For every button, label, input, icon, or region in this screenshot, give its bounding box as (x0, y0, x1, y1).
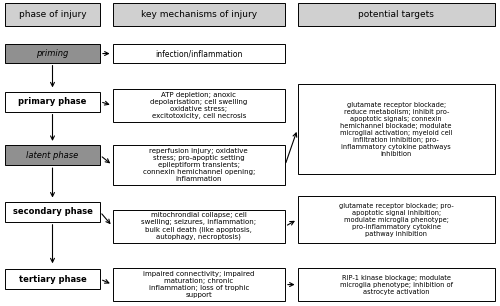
Text: infection/inflammation: infection/inflammation (155, 49, 242, 58)
Text: glutamate receptor blockade;
reduce metabolism; inhibit pro-
apoptotic signals; : glutamate receptor blockade; reduce meta… (340, 102, 452, 157)
FancyBboxPatch shape (5, 44, 100, 63)
FancyBboxPatch shape (5, 145, 100, 165)
FancyBboxPatch shape (298, 84, 495, 174)
FancyBboxPatch shape (112, 44, 285, 63)
Text: key mechanisms of injury: key mechanisms of injury (140, 10, 257, 19)
Text: phase of injury: phase of injury (18, 10, 86, 19)
Text: priming: priming (36, 49, 68, 58)
FancyBboxPatch shape (112, 210, 285, 243)
Text: impaired connectivity; impaired
maturation; chronic
inflammation; loss of trophi: impaired connectivity; impaired maturati… (143, 271, 254, 298)
FancyBboxPatch shape (298, 268, 495, 301)
FancyBboxPatch shape (112, 89, 285, 122)
FancyBboxPatch shape (112, 268, 285, 301)
Text: mitochrondial collapse; cell
swelling; seizures, inflammation;
bulk cell death (: mitochrondial collapse; cell swelling; s… (141, 212, 256, 241)
Text: RIP-1 kinase blockage; modulate
microglia phenotype; inhibition of
astrocyte act: RIP-1 kinase blockage; modulate microgli… (340, 274, 453, 295)
Text: reperfusion injury; oxidative
stress; pro-apoptic setting
epileptiform transient: reperfusion injury; oxidative stress; pr… (142, 148, 255, 182)
Text: potential targets: potential targets (358, 10, 434, 19)
FancyBboxPatch shape (5, 269, 100, 289)
Text: primary phase: primary phase (18, 97, 86, 106)
FancyBboxPatch shape (112, 145, 285, 185)
FancyBboxPatch shape (5, 3, 100, 26)
Text: secondary phase: secondary phase (12, 207, 92, 216)
FancyBboxPatch shape (5, 92, 100, 112)
Text: latent phase: latent phase (26, 151, 78, 160)
Text: glutamate receptor blockade; pro-
apoptotic signal inhibition;
modulate microgli: glutamate receptor blockade; pro- apopto… (339, 203, 454, 237)
Text: ATP depletion; anoxic
depolarisation; cell swelling
oxidative stress;
excitotoxi: ATP depletion; anoxic depolarisation; ce… (150, 92, 248, 119)
FancyBboxPatch shape (112, 3, 285, 26)
FancyBboxPatch shape (298, 196, 495, 243)
FancyBboxPatch shape (5, 202, 100, 222)
Text: tertiary phase: tertiary phase (18, 275, 86, 284)
FancyBboxPatch shape (298, 3, 495, 26)
